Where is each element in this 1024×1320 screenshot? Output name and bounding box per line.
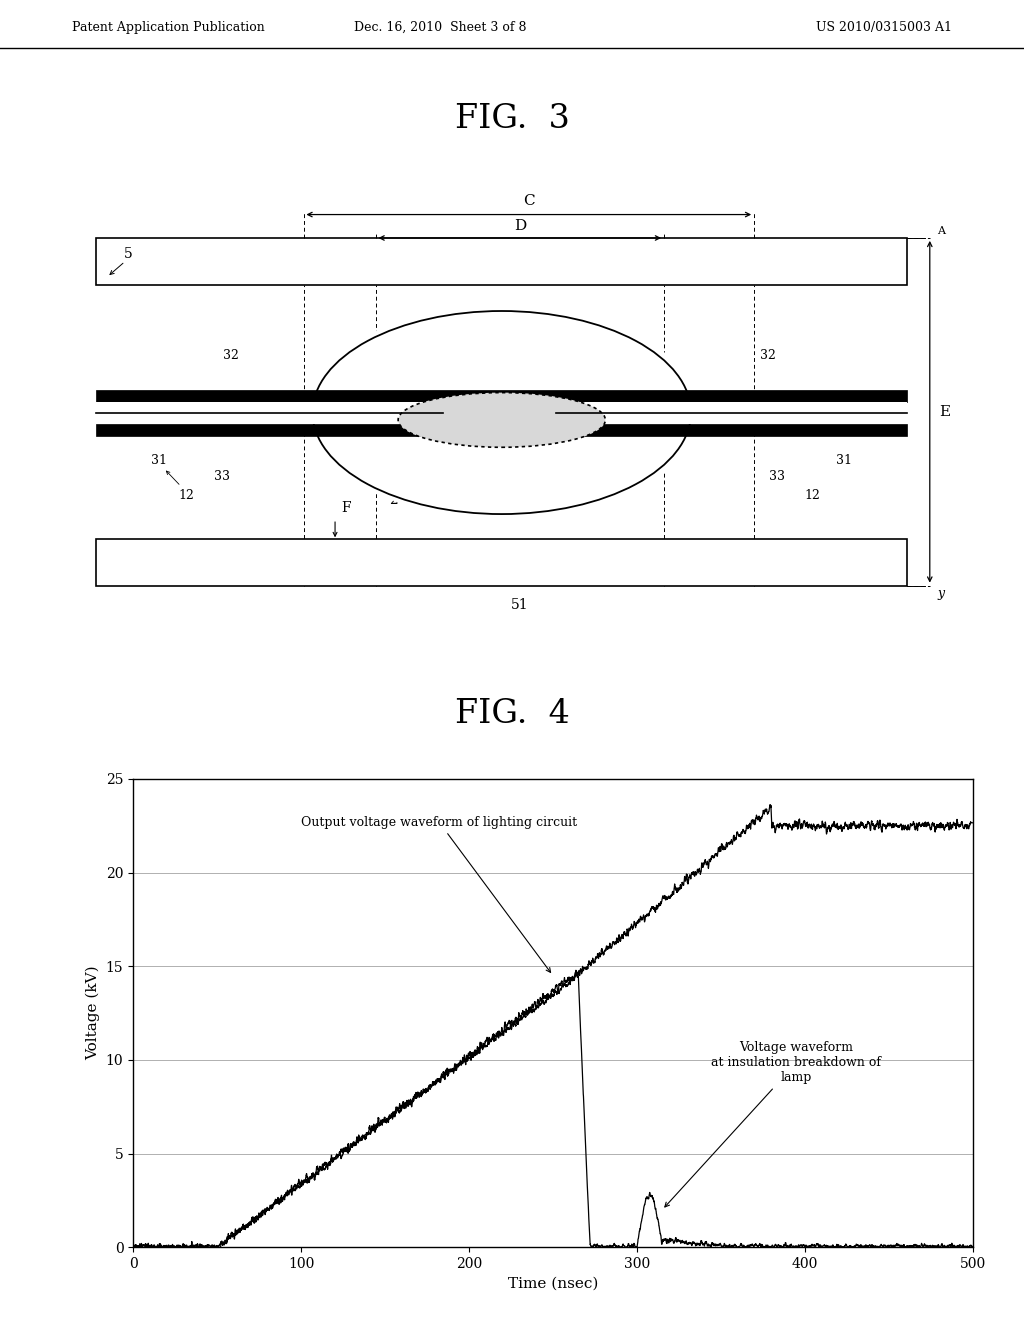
Text: F: F <box>341 502 351 515</box>
Ellipse shape <box>303 308 700 517</box>
Text: A: A <box>517 412 525 422</box>
Text: Dec. 16, 2010  Sheet 3 of 8: Dec. 16, 2010 Sheet 3 of 8 <box>354 21 526 34</box>
Text: 32: 32 <box>223 348 240 362</box>
Bar <box>96 539 907 586</box>
Bar <box>96 539 907 586</box>
Text: 51: 51 <box>511 598 528 612</box>
Text: C: C <box>523 194 535 209</box>
Text: 15: 15 <box>467 314 482 327</box>
Ellipse shape <box>312 312 691 513</box>
Bar <box>96 238 907 285</box>
Text: 2: 2 <box>389 492 398 507</box>
Text: R: R <box>441 412 450 422</box>
Text: E: E <box>939 405 950 418</box>
Text: 12: 12 <box>805 490 820 502</box>
Text: 33: 33 <box>214 470 230 483</box>
Text: B: B <box>481 412 489 422</box>
Bar <box>96 391 907 403</box>
Text: Patent Application Publication: Patent Application Publication <box>72 21 264 34</box>
Text: y: y <box>937 587 944 601</box>
Text: 32: 32 <box>760 348 775 362</box>
X-axis label: Time (nsec): Time (nsec) <box>508 1276 598 1291</box>
Text: 31: 31 <box>837 454 852 467</box>
Bar <box>96 238 907 285</box>
Text: Output voltage waveform of lighting circuit: Output voltage waveform of lighting circ… <box>301 816 578 973</box>
Text: 5: 5 <box>124 247 132 260</box>
Ellipse shape <box>398 392 605 447</box>
Text: Voltage waveform
at insulation breakdown of
lamp: Voltage waveform at insulation breakdown… <box>665 1041 882 1206</box>
Text: FIG.  4: FIG. 4 <box>455 698 569 730</box>
Text: 33: 33 <box>769 470 784 483</box>
Text: 12: 12 <box>178 490 195 502</box>
Bar <box>96 424 907 436</box>
Text: D: D <box>514 219 526 234</box>
Text: US 2010/0315003 A1: US 2010/0315003 A1 <box>816 21 952 34</box>
Y-axis label: Voltage (kV): Voltage (kV) <box>86 966 100 1060</box>
Bar <box>96 403 907 424</box>
Text: 11: 11 <box>544 490 559 502</box>
Text: A: A <box>937 227 945 236</box>
Text: 31: 31 <box>152 454 167 467</box>
Text: FIG.  3: FIG. 3 <box>455 103 569 135</box>
